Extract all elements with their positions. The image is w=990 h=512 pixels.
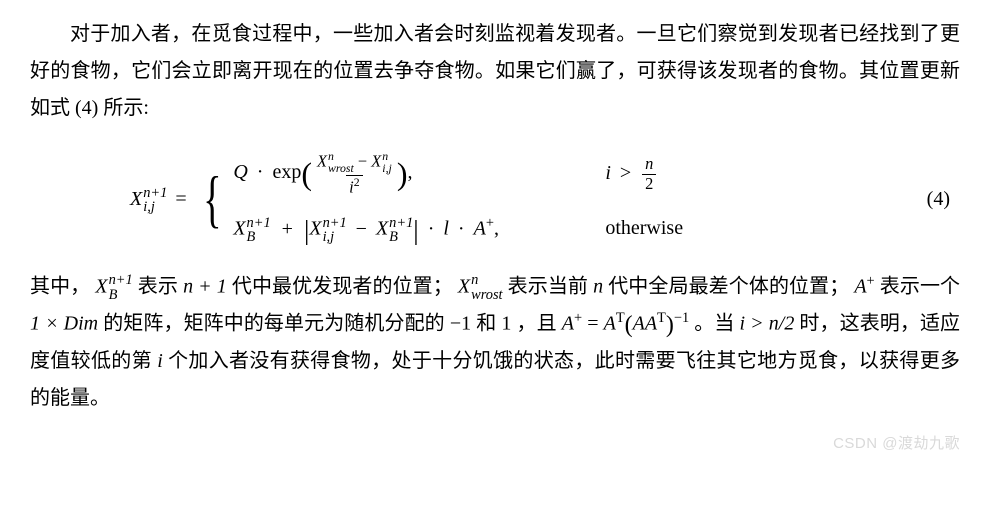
c1-fn-r-base: X: [371, 152, 381, 171]
p2-cond: i > n/2: [740, 313, 795, 335]
c2-comma: ,: [494, 218, 499, 240]
c2-ar-sup: n+1: [389, 216, 413, 230]
p2-Aps: +: [867, 273, 875, 289]
c1-fn-r-sub: i,j: [382, 163, 392, 175]
brace: {: [203, 167, 221, 231]
p2-pos1: 1: [501, 313, 511, 335]
p2-xw-base: X: [458, 275, 470, 297]
c2-Asup: +: [486, 215, 494, 231]
p2-s1: 表示: [138, 275, 183, 297]
p2-xb-sup: n+1: [109, 273, 133, 287]
p2-s7: ，且: [511, 313, 561, 335]
p2-dim: 1 × Dim: [30, 313, 98, 335]
c1-comma: ,: [407, 161, 412, 183]
p2-rp: ): [666, 313, 674, 339]
cases: Q · exp( Xnwrost − Xni,j i2 ), i: [233, 151, 683, 248]
p2-and: 和: [471, 313, 501, 335]
p2-xw-sub: wrost: [471, 288, 502, 302]
equation-4: Xn+1i,j = { Q · exp( Xnwrost − Xni,j i2: [30, 151, 960, 248]
p2-fAs: +: [574, 310, 582, 326]
c1-cond-i: i: [605, 162, 611, 184]
p2-n: n: [593, 275, 603, 297]
c2-abs-r: |: [413, 215, 418, 245]
p2-fA: A: [562, 313, 574, 335]
p2-fAA: AA: [633, 313, 657, 335]
case-1: Q · exp( Xnwrost − Xni,j i2 ), i: [233, 151, 683, 196]
c1-rp: ): [397, 156, 408, 192]
c2-A: A: [474, 218, 486, 240]
equation-number: (4): [927, 181, 950, 218]
c1-fd-sup: 2: [354, 175, 360, 189]
p2-Ap: A: [854, 275, 866, 297]
c2-t1-base: X: [233, 218, 245, 240]
c1-cond-den: 2: [642, 174, 656, 193]
c1-cond: i > n 2: [605, 155, 658, 193]
lhs-sub: i,j: [143, 200, 167, 214]
lhs: Xn+1i,j: [130, 181, 167, 218]
c1-exp: exp: [272, 161, 301, 183]
watermark: CSDN @渡劫九歌: [833, 430, 960, 458]
c1-dot1: ·: [257, 161, 264, 183]
c1-Q: Q: [233, 161, 247, 183]
p2-xb-sub: B: [109, 288, 133, 302]
p2-xb-base: X: [95, 275, 107, 297]
c1-cond-num: n: [642, 155, 656, 173]
c2-minus: −: [356, 218, 367, 240]
p2-s3: 表示当前: [508, 275, 593, 297]
c2-ar-base: X: [376, 218, 388, 240]
c1-lp: (: [301, 156, 312, 192]
c2-t1-sup: n+1: [247, 216, 271, 230]
paragraph-2: 其中， Xn+1B 表示 n + 1 代中最优发现者的位置； Xnwrost 表…: [30, 268, 960, 417]
c1-cond-op: >: [620, 162, 631, 184]
c1-fn-l-base: X: [317, 152, 327, 171]
c1-fn-l-sub: wrost: [328, 163, 354, 175]
paragraph-1: 对于加入者，在觅食过程中，一些加入者会时刻监视着发现者。一旦它们察觉到发现者已经…: [30, 16, 960, 127]
c2-plus: +: [282, 218, 293, 240]
p2-fT1: T: [616, 310, 625, 326]
c2-t1-sub: B: [247, 230, 271, 244]
p2-s2: 代中最优发现者的位置；: [227, 275, 458, 297]
c2-al-sub: i,j: [323, 230, 347, 244]
c2-dot2: ·: [458, 218, 465, 240]
c2-ar-sub: B: [389, 230, 413, 244]
c2-al-base: X: [309, 218, 321, 240]
p2-lp: (: [625, 313, 633, 339]
p2-np1: n + 1: [183, 275, 227, 297]
p2-feq: =: [582, 313, 603, 335]
c1-minus: −: [358, 152, 367, 171]
lhs-sup: n+1: [143, 186, 167, 200]
c1-cond-frac: n 2: [642, 155, 656, 192]
p2-s10: 个加入者没有获得食物，处于十分饥饿的状态，此时需要飞往其它地方觅食，以获得更多的…: [30, 350, 960, 409]
p2-fAT: A: [604, 313, 616, 335]
p2-s5: 表示一个: [880, 275, 960, 297]
c2-l: l: [443, 218, 449, 240]
lhs-base: X: [130, 188, 142, 210]
equation-body: Xn+1i,j = { Q · exp( Xnwrost − Xni,j i2: [130, 151, 683, 248]
p2-neg1: −1: [450, 313, 471, 335]
p2-s4: 代中全局最差个体的位置；: [603, 275, 854, 297]
p2-s8: 。当: [694, 313, 739, 335]
eq-sign: =: [175, 181, 186, 218]
p2-fT2: T: [657, 310, 666, 326]
p2-s6: 的矩阵，矩阵中的每单元为随机分配的: [98, 313, 450, 335]
case-2: Xn+1B + |Xn+1i,j − Xn+1B| · l · A+, othe…: [233, 210, 683, 248]
c2-dot1: ·: [428, 218, 435, 240]
c1-frac: Xnwrost − Xni,j i2: [314, 151, 395, 196]
p2-xw-sup: n: [471, 273, 502, 287]
p2-finv: −1: [674, 310, 689, 326]
p2-prefix: 其中，: [30, 275, 90, 297]
c2-al-sup: n+1: [323, 216, 347, 230]
c2-cond: otherwise: [605, 210, 683, 247]
